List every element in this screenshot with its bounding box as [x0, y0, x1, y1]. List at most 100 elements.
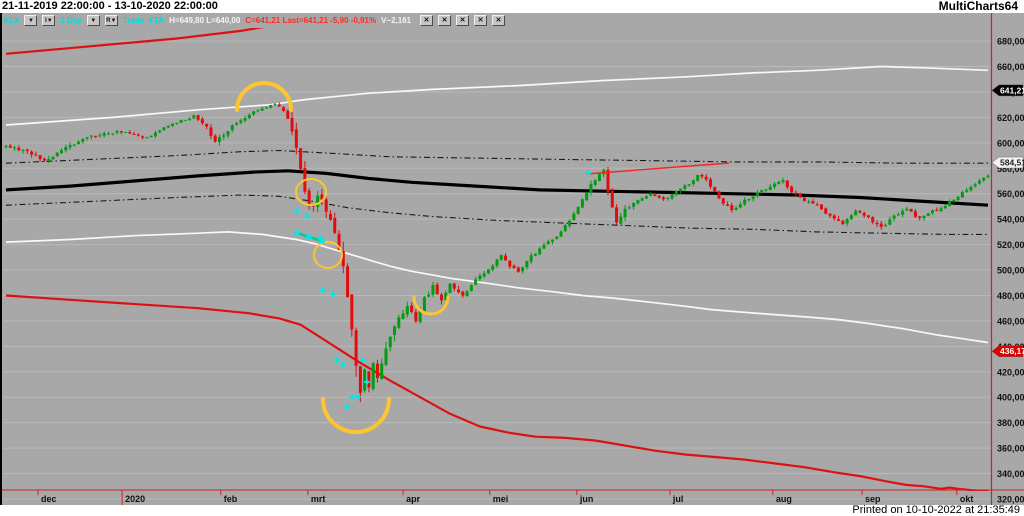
x-axis-label: jul: [672, 494, 684, 504]
x-axis-label: 2020: [125, 494, 145, 504]
candle-down: [329, 214, 332, 220]
close-study-button[interactable]: ✕: [420, 15, 433, 26]
candle-down: [17, 148, 20, 151]
y-axis-label: 380,00: [997, 418, 1024, 428]
candle-up: [897, 214, 900, 215]
trendline-handle[interactable]: [307, 235, 312, 240]
candle-up: [598, 174, 601, 181]
candle-down: [295, 129, 298, 147]
candle-down: [201, 119, 204, 123]
candle-down: [799, 193, 802, 197]
candle-up: [675, 191, 678, 195]
candle-up: [927, 213, 930, 216]
y-axis-label: 600,00: [997, 138, 1024, 148]
candle-down: [718, 191, 721, 198]
candle-down: [786, 181, 789, 188]
candle-down: [355, 330, 358, 365]
candle-down: [461, 292, 464, 296]
candle-up: [581, 199, 584, 207]
candle-up: [162, 127, 165, 130]
candle-up: [483, 273, 486, 276]
instrument-dropdown-button[interactable]: I▼: [42, 15, 55, 26]
candle-up: [547, 241, 550, 244]
candle-down: [867, 215, 870, 217]
y-axis-label: 520,00: [997, 240, 1024, 250]
trade-label[interactable]: Trade: [123, 16, 144, 25]
candle-up: [22, 150, 25, 151]
candle-up: [47, 159, 50, 161]
candle-down: [214, 136, 217, 142]
candle-up: [752, 197, 755, 199]
candle-down: [658, 196, 661, 198]
candle-up: [978, 181, 981, 184]
candle-up: [564, 225, 567, 231]
symbol-label[interactable]: AEX: [3, 16, 19, 25]
candle-up: [397, 317, 400, 327]
candle-down: [137, 135, 140, 136]
candle-up: [235, 123, 238, 125]
range-dropdown-button[interactable]: R▼: [105, 15, 118, 26]
candle-down: [133, 134, 136, 135]
price-chart[interactable]: 680,00660,00640,00620,00600,00580,00560,…: [0, 13, 1024, 505]
fta-indicator-label[interactable]: FTA: [149, 16, 164, 25]
candle-down: [333, 218, 336, 233]
candle-up: [854, 211, 857, 216]
candle-down: [841, 221, 844, 224]
candle-up: [256, 110, 259, 111]
candle-down: [858, 211, 861, 213]
candle-down: [730, 205, 733, 210]
candle-up: [180, 120, 183, 123]
candle-up: [77, 142, 80, 145]
candle-up: [487, 270, 490, 274]
price-tag-label: 584,51: [1000, 158, 1024, 168]
candle-up: [987, 176, 990, 178]
symbol-dropdown-button[interactable]: ▼: [24, 15, 37, 26]
app-title: MultiCharts64: [939, 0, 1018, 13]
candle-up: [671, 194, 674, 198]
candle-down: [880, 224, 883, 227]
x-axis-label: mrt: [311, 494, 326, 504]
close-study-button[interactable]: ✕: [456, 15, 469, 26]
candle-up: [231, 125, 234, 130]
candle-up: [743, 200, 746, 205]
candle-down: [26, 150, 29, 151]
close-study-button[interactable]: ✕: [438, 15, 451, 26]
candle-up: [577, 207, 580, 214]
candle-down: [367, 371, 370, 387]
candle-up: [73, 145, 76, 146]
candle-up: [363, 370, 366, 391]
candle-down: [816, 204, 819, 205]
candle-down: [914, 211, 917, 217]
candle-up: [948, 201, 951, 206]
candle-up: [538, 248, 541, 254]
candle-down: [615, 207, 618, 222]
candle-up: [568, 221, 571, 226]
resolution-dropdown-button[interactable]: ▼: [87, 15, 100, 26]
x-axis-label: okt: [960, 494, 974, 504]
candle-up: [773, 184, 776, 187]
candle-up: [901, 211, 904, 215]
candle-up: [261, 109, 264, 111]
close-study-button[interactable]: ✕: [474, 15, 487, 26]
candle-up: [760, 190, 763, 192]
candle-up: [922, 216, 925, 218]
candle-down: [607, 170, 610, 192]
price-tag-label: 436,17: [1000, 346, 1024, 356]
candle-up: [534, 254, 537, 256]
resolution-label[interactable]: 1 Day: [60, 16, 81, 25]
candle-down: [30, 152, 33, 155]
candle-up: [470, 285, 473, 291]
candle-up: [807, 202, 810, 203]
candle-down: [833, 216, 836, 219]
candle-up: [167, 126, 170, 128]
candle-up: [969, 187, 972, 190]
candle-up: [103, 133, 106, 135]
x-axis-label: aug: [776, 494, 792, 504]
candle-up: [884, 225, 887, 226]
candle-down: [359, 366, 362, 393]
candle-up: [649, 194, 652, 196]
candle-down: [794, 193, 797, 194]
candle-up: [218, 137, 221, 142]
close-study-button[interactable]: ✕: [492, 15, 505, 26]
trendline-handle[interactable]: [295, 231, 300, 236]
